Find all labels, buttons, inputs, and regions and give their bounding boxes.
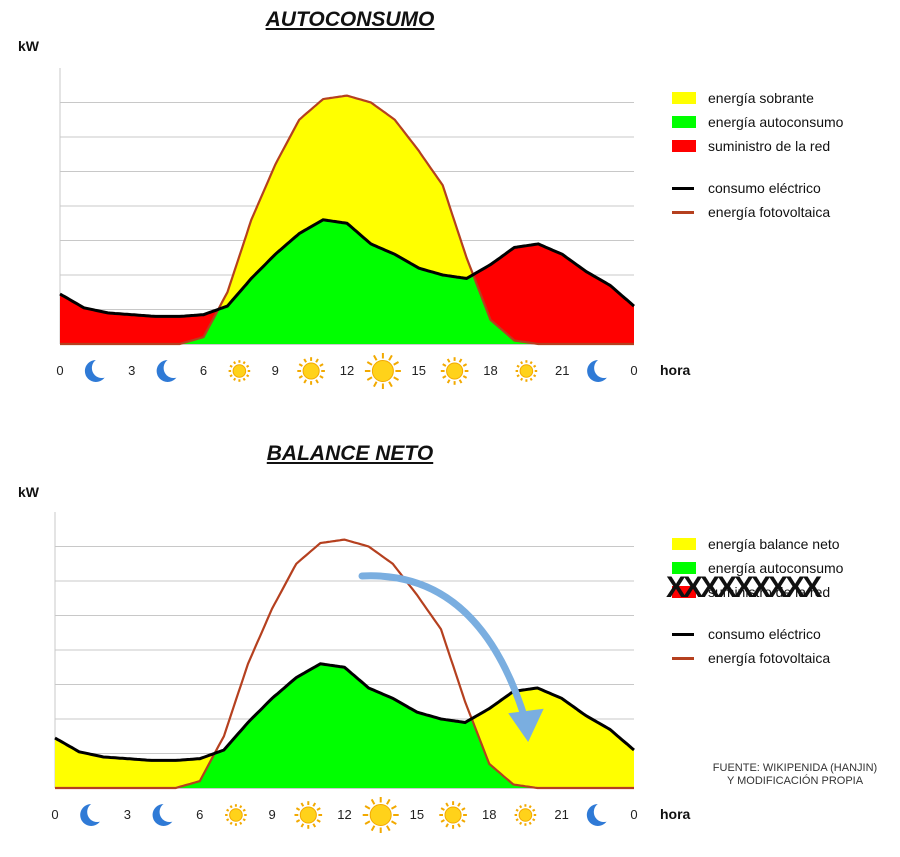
- legend-line-fotovoltaica: [672, 210, 694, 214]
- legend-item: energía balance neto: [672, 532, 843, 556]
- legend-label: energía autoconsumo: [708, 114, 844, 130]
- legend-line-consumo: [672, 186, 694, 190]
- x-unit-label: hora: [660, 362, 691, 378]
- moon-icon: [156, 358, 184, 382]
- legend-item: suministro de la red: [672, 134, 843, 158]
- legend-swatch-red: [672, 140, 696, 152]
- legend-item: consumo eléctrico: [672, 176, 843, 200]
- legend-item: energía fotovoltaica: [672, 646, 843, 670]
- legend-balance-neto: energía balance neto energía autoconsumo…: [666, 532, 843, 670]
- legend-line-fotovoltaica: [672, 656, 694, 660]
- x-tick-label: 0: [630, 807, 638, 822]
- legend-label: energía autoconsumo: [708, 560, 844, 576]
- source-line: Y MODIFICACIÓN PROPIA: [726, 775, 864, 787]
- legend-swatch-autoconsumo: [672, 116, 696, 128]
- area-balance-neto: [55, 663, 634, 788]
- sun-icon: [440, 357, 469, 385]
- legend-item: energía fotovoltaica: [672, 200, 843, 224]
- sun-icon: [294, 801, 323, 829]
- legend-swatch-balance-neto: [672, 538, 696, 550]
- x-tick-label: 12: [339, 363, 355, 378]
- x-tick-label: 15: [411, 363, 426, 378]
- source-note: FUENTE: WIKIPENIDA (HANJIN) Y MODIFICACI…: [700, 762, 890, 788]
- legend-label: suministro de la red: [708, 138, 831, 154]
- legend-autoconsumo: energía sobrante energía autoconsumo sum…: [672, 86, 843, 224]
- x-tick-label: 15: [409, 807, 425, 822]
- sun-icon: [362, 797, 399, 833]
- x-tick-label: 21: [554, 807, 569, 822]
- sun-icon: [514, 804, 537, 826]
- sun-icon: [228, 360, 251, 382]
- x-tick-label: 0: [630, 363, 638, 378]
- x-tick-label: 21: [555, 363, 570, 378]
- x-tick-label: 18: [482, 807, 497, 822]
- x-tick-label: 18: [483, 363, 498, 378]
- legend-item: consumo eléctrico: [672, 622, 843, 646]
- x-unit-label: hora: [660, 806, 691, 822]
- x-tick-label: 0: [51, 807, 59, 822]
- line-consumo-electrico: [59, 218, 635, 318]
- moon-icon: [80, 802, 108, 826]
- legend-item: energía sobrante: [672, 86, 843, 110]
- legend-item-crossed: suministro de la red XXXXXXXXX: [666, 571, 843, 604]
- area-energia-sobrante: [60, 95, 634, 317]
- legend-label: energía sobrante: [708, 90, 814, 106]
- sun-icon: [364, 353, 401, 389]
- moon-icon: [586, 802, 614, 826]
- moon-icon: [587, 358, 615, 382]
- legend-label: energía fotovoltaica: [708, 650, 831, 666]
- legend-label: energía balance neto: [708, 536, 840, 552]
- y-unit-label: kW: [18, 484, 39, 500]
- y-unit-label: kW: [18, 38, 39, 54]
- moon-icon: [84, 358, 112, 382]
- x-tick-label: 3: [128, 363, 136, 378]
- legend-label: consumo eléctrico: [708, 180, 821, 196]
- sun-icon: [225, 804, 247, 826]
- legend-label: consumo eléctrico: [708, 626, 821, 642]
- sun-icon: [515, 360, 538, 382]
- chart-title-balance-neto: BALANCE NETO: [266, 442, 434, 465]
- x-tick-label: 9: [268, 807, 276, 822]
- legend-line-consumo: [672, 632, 694, 636]
- shift-arrow-head: [508, 708, 544, 743]
- sun-icon: [297, 357, 325, 385]
- legend-label: suministro de la red: [708, 584, 831, 600]
- sun-icon: [439, 801, 467, 829]
- x-tick-label: 3: [123, 807, 131, 822]
- x-tick-label: 0: [56, 363, 64, 378]
- x-tick-label: 6: [199, 363, 208, 378]
- legend-swatch-autoconsumo: [672, 562, 696, 574]
- line-energia-fotovoltaica: [60, 94, 634, 346]
- area-autoconsumo: [60, 219, 634, 344]
- moon-icon: [152, 802, 180, 826]
- x-tick-label: 9: [271, 363, 279, 378]
- source-line: FUENTE: WIKIPENIDA (HANJIN): [712, 762, 878, 774]
- line-energia-fotovoltaica: [55, 538, 634, 790]
- line-consumo-electrico: [54, 662, 635, 762]
- shift-arrow: [358, 572, 530, 726]
- legend-swatch-sobrante: [672, 92, 696, 104]
- legend-swatch-red: [672, 586, 696, 598]
- area-suministro-red: [60, 219, 634, 344]
- legend-label: energía fotovoltaica: [708, 204, 831, 220]
- chart-title-autoconsumo: AUTOCONSUMO: [265, 8, 435, 31]
- x-tick-label: 6: [196, 807, 204, 822]
- legend-item: energía autoconsumo: [672, 556, 843, 580]
- area-autoconsumo: [55, 663, 634, 788]
- x-tick-label: 12: [337, 807, 352, 822]
- legend-item: energía autoconsumo: [672, 110, 843, 134]
